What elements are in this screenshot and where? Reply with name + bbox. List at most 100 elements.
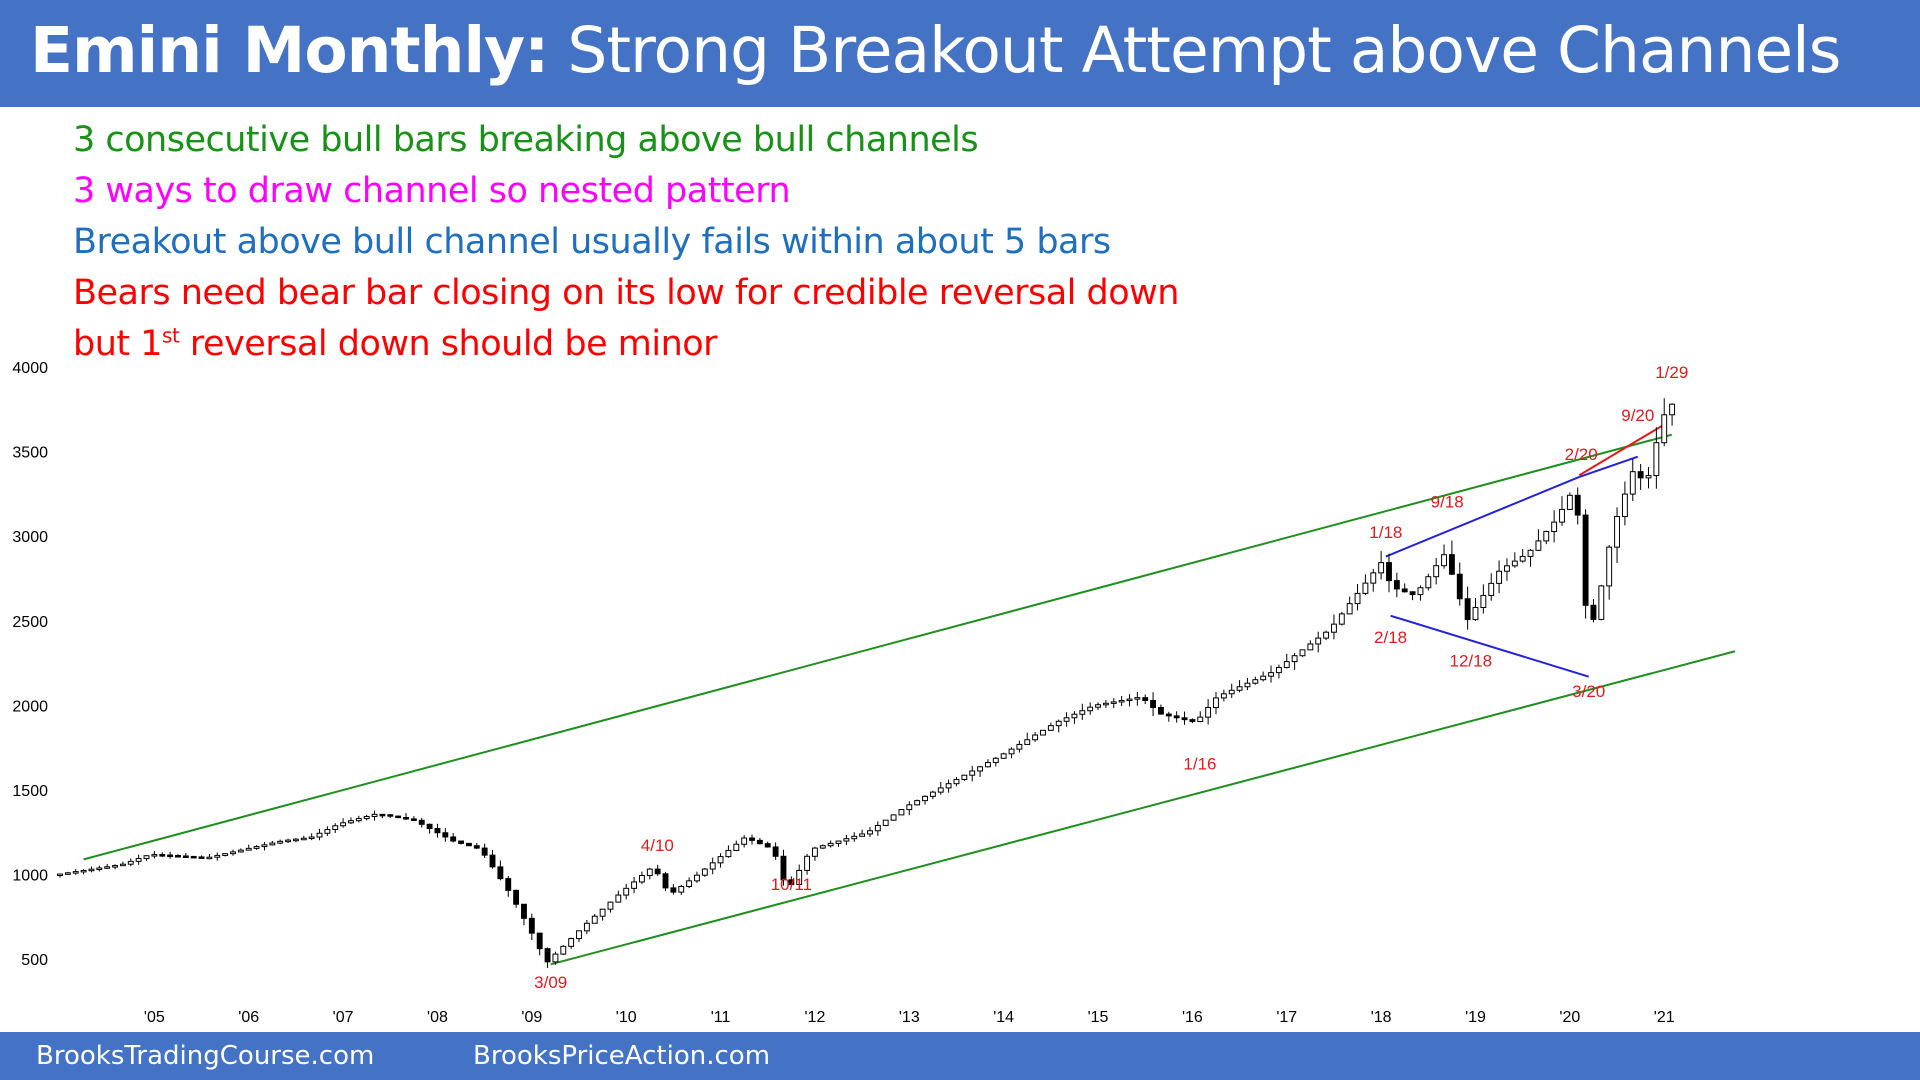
y-tick-label: 4000 bbox=[12, 360, 48, 377]
bull-candle-body bbox=[1087, 706, 1094, 712]
candle bbox=[772, 842, 779, 860]
bull-candle-body bbox=[104, 866, 111, 869]
bull-candle-body bbox=[1205, 707, 1212, 718]
x-tick-label: '20 bbox=[1559, 1009, 1580, 1026]
candle bbox=[654, 864, 661, 876]
bull-candle-body bbox=[1260, 675, 1267, 681]
annotation-label: 2/18 bbox=[1374, 628, 1407, 647]
x-tick-label: '08 bbox=[427, 1009, 448, 1026]
bear-candle-body bbox=[418, 819, 425, 825]
bear-candle-body bbox=[513, 889, 520, 905]
x-axis: '05 '06 '07 '08 '09 '10 '11 '12 '13 '14 '15 '16 '17 '… bbox=[144, 1009, 1675, 1026]
bear-candle-body bbox=[1165, 713, 1172, 717]
candle bbox=[1354, 584, 1361, 611]
candle bbox=[552, 951, 559, 965]
bull-candle-body bbox=[1362, 582, 1369, 594]
candle bbox=[591, 913, 598, 924]
upper-channel-line bbox=[83, 433, 1673, 861]
candle bbox=[1040, 729, 1046, 736]
candle bbox=[898, 809, 905, 816]
bull-candle-body bbox=[1244, 682, 1251, 688]
bull-candle-body bbox=[607, 901, 614, 910]
bear-candle-body bbox=[521, 903, 527, 919]
bull-candle-body bbox=[1488, 582, 1495, 596]
bull-candle-body bbox=[922, 795, 928, 802]
bear-candle-body bbox=[387, 814, 394, 817]
bear-candle-body bbox=[473, 845, 480, 849]
annotation-label: 9/20 bbox=[1621, 406, 1654, 425]
bull-candle-body bbox=[1126, 698, 1133, 702]
y-tick-label: 2500 bbox=[12, 614, 48, 631]
bull-candle-body bbox=[1417, 587, 1424, 596]
candle bbox=[513, 889, 520, 908]
bear-candle-body bbox=[536, 932, 543, 950]
bear-candle-body bbox=[654, 868, 661, 875]
note-1: 3 consecutive bull bars breaking above b… bbox=[73, 120, 979, 160]
bull-candle-body bbox=[253, 846, 260, 849]
candle bbox=[1417, 585, 1424, 601]
candle bbox=[1275, 664, 1282, 679]
candle bbox=[316, 828, 323, 841]
candle bbox=[1480, 584, 1487, 614]
x-tick-label: '13 bbox=[899, 1009, 920, 1026]
candle bbox=[277, 839, 284, 845]
bear-candle-body bbox=[1409, 591, 1416, 596]
candle bbox=[458, 840, 464, 845]
candle bbox=[733, 840, 740, 852]
candle bbox=[1000, 752, 1007, 759]
candle bbox=[214, 852, 221, 861]
x-tick-label: '19 bbox=[1465, 1009, 1486, 1026]
bull-candle-body bbox=[1040, 729, 1046, 736]
candle bbox=[1260, 671, 1267, 682]
bull-candle-body bbox=[1063, 717, 1070, 722]
candle bbox=[127, 858, 134, 867]
bull-candle-body bbox=[332, 825, 339, 831]
bull-candle-body bbox=[733, 843, 740, 851]
bear-candle-body bbox=[379, 813, 386, 817]
candle bbox=[355, 815, 362, 823]
candle bbox=[1173, 711, 1180, 723]
annotation-label: 2/20 bbox=[1565, 445, 1598, 464]
candle bbox=[1189, 718, 1196, 724]
bull-candle-body bbox=[340, 822, 347, 827]
bull-candle-body bbox=[1433, 565, 1440, 578]
bull-candle-body bbox=[363, 815, 370, 820]
bull-candle-body bbox=[583, 922, 590, 932]
candle bbox=[1307, 640, 1314, 651]
candle bbox=[395, 815, 402, 819]
bull-candle-body bbox=[1047, 725, 1054, 731]
bear-candle-body bbox=[1181, 717, 1188, 721]
candle bbox=[1299, 649, 1306, 657]
candle bbox=[709, 857, 716, 875]
bear-candle-body bbox=[1456, 573, 1463, 600]
bull-candle-body bbox=[1071, 713, 1078, 719]
note-3: Breakout above bull channel usually fail… bbox=[73, 222, 1111, 262]
candle bbox=[88, 866, 95, 873]
bull-candle-body bbox=[1331, 623, 1337, 633]
candle bbox=[1370, 568, 1377, 592]
bull-candle-body bbox=[686, 880, 693, 887]
candle bbox=[57, 873, 63, 878]
candle bbox=[1205, 699, 1212, 725]
candle bbox=[1118, 696, 1125, 707]
title-bar: Emini Monthly: Strong Breakout Attempt a… bbox=[0, 0, 1920, 107]
y-tick-label: 2000 bbox=[12, 698, 48, 715]
bear-candle-body bbox=[465, 842, 472, 847]
candle bbox=[1213, 691, 1219, 715]
bull-candle-body bbox=[1566, 494, 1573, 510]
note-2: 3 ways to draw channel so nested pattern bbox=[73, 171, 791, 211]
bull-candle-body bbox=[1032, 734, 1039, 741]
candle bbox=[701, 868, 708, 877]
bull-candle-body bbox=[874, 824, 881, 832]
candle bbox=[1629, 459, 1636, 501]
bull-candle-body bbox=[992, 757, 999, 764]
y-tick-label: 3000 bbox=[12, 529, 48, 546]
bull-candle-body bbox=[741, 837, 748, 845]
candle bbox=[1519, 548, 1526, 563]
bull-candle-body bbox=[1621, 493, 1628, 518]
candle bbox=[348, 817, 354, 824]
candle bbox=[1032, 732, 1039, 742]
bull-candle-body bbox=[725, 849, 732, 858]
bull-candle-body bbox=[552, 953, 559, 963]
candle bbox=[780, 849, 787, 886]
